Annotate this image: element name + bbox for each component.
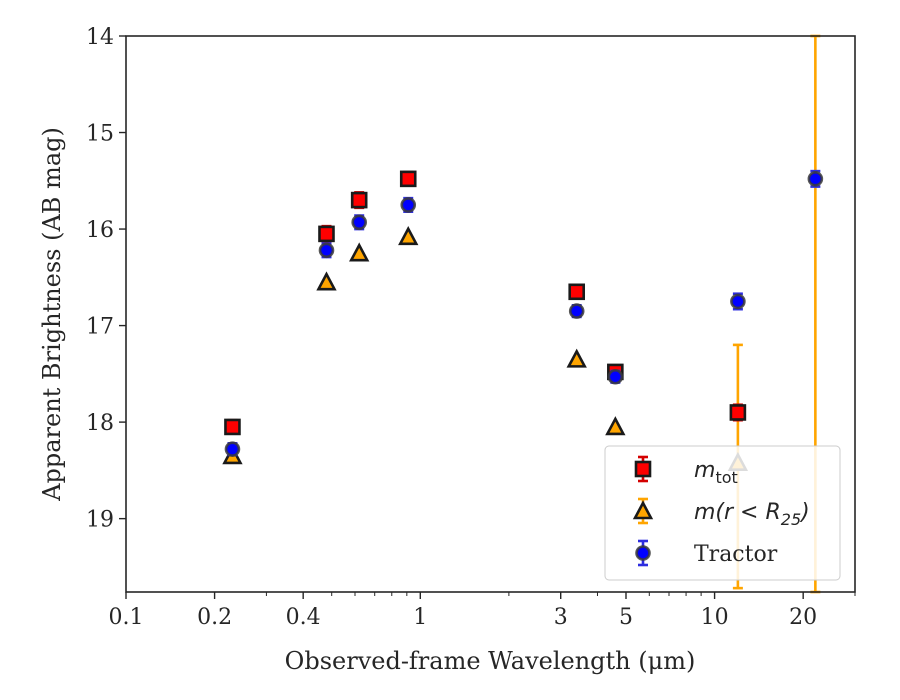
y-tick-label: 16 <box>86 218 114 243</box>
data-point <box>350 191 368 209</box>
x-tick-label: 0.2 <box>197 605 232 630</box>
data-point <box>568 283 586 301</box>
series-circle <box>224 169 824 457</box>
y-tick-label: 17 <box>86 315 114 340</box>
legend-entry: m(r < R25) <box>632 497 810 529</box>
x-axis: 0.1 0.2 0.4 1 3 5 10 20 <box>109 592 856 630</box>
legend-marker <box>635 545 651 561</box>
data-point <box>316 271 337 291</box>
x-axis-label: Observed-frame Wavelength (μm) <box>285 647 696 675</box>
x-tick-label: 1 <box>413 605 427 630</box>
data-point <box>730 293 746 310</box>
legend-label: m(r < R25) <box>694 500 810 529</box>
legend-entry: Tractor <box>635 539 778 567</box>
data-point <box>399 170 417 188</box>
x-tick-label: 20 <box>789 605 817 630</box>
data-point <box>351 214 367 231</box>
x-tick-label: 0.1 <box>109 605 144 630</box>
legend-box <box>604 445 841 581</box>
x-tick-label: 5 <box>619 605 633 630</box>
y-tick-label: 14 <box>86 25 114 50</box>
legend-entry: mtot <box>634 455 738 487</box>
y-tick-label: 19 <box>86 508 114 533</box>
data-point <box>605 416 626 436</box>
data-point <box>224 418 241 436</box>
x-tick-label: 10 <box>701 605 729 630</box>
data-point <box>566 348 587 368</box>
legend-marker <box>632 500 654 520</box>
legend-marker <box>634 460 652 478</box>
legend: mtot m(r < R25) Tractor <box>604 445 841 581</box>
y-axis-label: Apparent Brightness (AB mag) <box>38 127 66 502</box>
y-axis: 14 15 16 17 18 19 <box>86 25 126 533</box>
data-point <box>400 197 417 213</box>
legend-label: mtot <box>694 458 738 487</box>
data-point <box>807 171 824 187</box>
plot-frame <box>125 35 856 593</box>
legend-label: Tractor <box>694 542 778 567</box>
data-point <box>224 441 241 457</box>
data-point <box>318 225 335 243</box>
data-point <box>349 242 370 262</box>
x-tick-label: 3 <box>554 605 568 630</box>
data-point <box>568 303 585 319</box>
y-tick-label: 15 <box>86 122 114 147</box>
series-square <box>224 170 747 436</box>
data-point <box>607 368 624 385</box>
x-tick-label: 0.4 <box>286 605 321 630</box>
data-point <box>729 404 747 421</box>
data-point <box>318 242 335 259</box>
y-tick-label: 18 <box>86 411 114 436</box>
data-point <box>398 226 419 246</box>
